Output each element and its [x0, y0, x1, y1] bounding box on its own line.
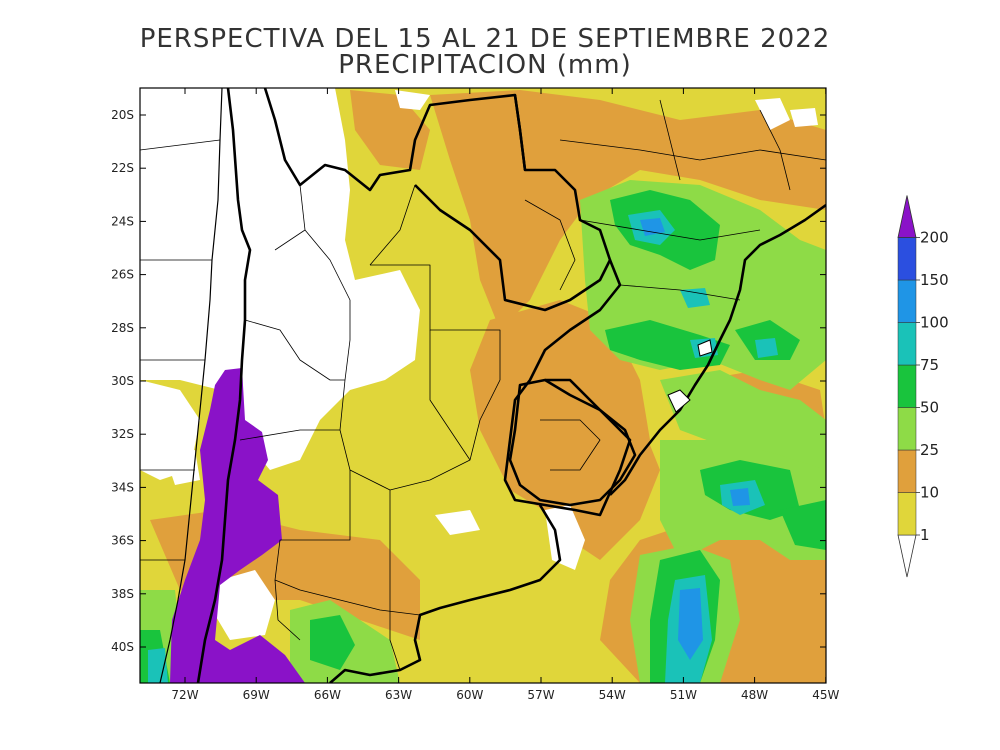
field-100-150	[640, 218, 750, 660]
legend-label: 200	[920, 229, 949, 247]
legend-swatch-150-200	[897, 237, 917, 281]
legend-label: 75	[920, 356, 939, 374]
map-title: PERSPECTIVA DEL 15 AL 21 DE SEPTIEMBRE 2…	[139, 24, 831, 54]
lat-tick-label: 34S	[111, 480, 134, 494]
legend-swatch-10-25	[897, 449, 917, 493]
lon-tick-label: 45W	[812, 688, 839, 702]
field-above-200	[170, 368, 305, 683]
precipitation-legend: 1 10 25 50 75 100 150 200	[897, 195, 949, 578]
lat-tick-label: 30S	[111, 374, 134, 388]
latitude-axis: 20S 22S 24S 26S 28S 30S 32S 34S 36S 38S 40S	[111, 108, 826, 654]
lat-tick-label: 38S	[111, 587, 134, 601]
lon-tick-label: 51W	[670, 688, 697, 702]
lat-tick-label: 28S	[111, 321, 134, 335]
boundaries	[140, 88, 826, 683]
legend-label: 10	[920, 484, 939, 502]
lat-tick-label: 20S	[111, 108, 134, 122]
lat-tick-label: 40S	[111, 640, 134, 654]
precipitation-field	[140, 88, 826, 683]
legend-label: 1	[920, 526, 930, 544]
legend-label: 50	[920, 399, 939, 417]
legend-swatch-above-200	[897, 195, 917, 238]
lat-tick-label: 26S	[111, 268, 134, 282]
legend-swatch-25-50	[897, 407, 917, 451]
legend-swatch-75-100	[897, 322, 917, 366]
lon-tick-label: 57W	[527, 688, 554, 702]
lon-tick-label: 66W	[314, 688, 341, 702]
legend-swatch-1-10	[897, 492, 917, 536]
lon-tick-label: 72W	[171, 688, 198, 702]
legend-label: 100	[920, 314, 949, 332]
lat-tick-label: 36S	[111, 534, 134, 548]
legend-label: 25	[920, 441, 939, 459]
legend-label: 150	[920, 271, 949, 289]
lon-tick-label: 48W	[741, 688, 768, 702]
field-below-1	[140, 88, 818, 640]
legend-swatch-100-150	[897, 279, 917, 323]
legend-swatch-below-1	[897, 534, 917, 578]
lon-tick-label: 63W	[385, 688, 412, 702]
lon-tick-label: 60W	[456, 688, 483, 702]
legend-swatch-50-75	[897, 364, 917, 408]
longitude-axis: 72W 69W 66W 63W 60W 57W 54W 51W 48W 45W	[171, 88, 839, 702]
lon-tick-label: 54W	[599, 688, 626, 702]
coastal-lagoons	[667, 339, 713, 413]
lat-tick-label: 32S	[111, 427, 134, 441]
map-subtitle: PRECIPITACION (mm)	[338, 50, 632, 80]
lat-tick-label: 24S	[111, 214, 134, 228]
lat-tick-label: 22S	[111, 161, 134, 175]
map-frame	[139, 87, 827, 684]
lon-tick-label: 69W	[243, 688, 270, 702]
